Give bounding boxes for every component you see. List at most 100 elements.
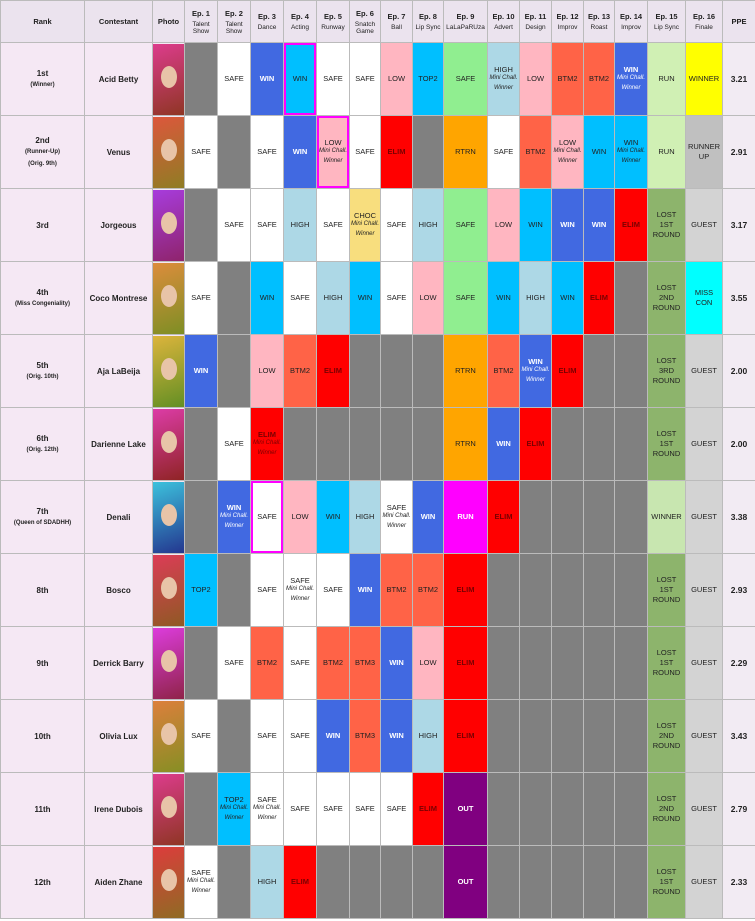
column-header: Photo [152,0,185,43]
episode-result [614,699,648,773]
episode-result: WIN [184,334,218,408]
episode-result: SAFE [349,42,381,116]
result: BTM3 [354,658,375,668]
column-sub: Talent Show [225,20,243,35]
episode-result: LOST 1ST ROUND [647,845,686,919]
result-note: Mini Chall. [186,878,215,885]
episode-result: SAFE [349,772,381,846]
episode-result [412,115,444,189]
ppe: 3.21 [722,42,755,116]
result: LOW [291,512,309,522]
result: WIN [623,137,639,147]
result: WINNER [651,512,682,522]
episode-result [184,42,218,116]
result: WIN [389,731,404,741]
episode-result: SAFE [380,772,413,846]
rank-cell: 7th (Queen of SDADHH) [0,480,85,554]
episode-result: LOW Mini Chall. Winner [316,115,350,189]
result: WIN [560,220,575,230]
rank: 4th [36,287,49,297]
episode-result: SAFE [250,115,284,189]
column-label: Ep. 3 [258,12,276,21]
result: WIN [591,220,607,230]
episode-result: RUN [647,115,686,189]
episode-result [519,553,552,627]
episode-result: LOW [412,626,444,700]
episode-result: SAFE [283,699,317,773]
column-header: Ep. 11 Design [519,0,552,43]
episode-result [316,845,350,919]
episode-result [551,407,584,481]
result: OUT [457,877,474,887]
result: WIN [193,366,209,376]
result-note: Mini Chall. [616,75,645,82]
episode-result: BTM2 [283,334,317,408]
result: ELIM [622,220,640,230]
column-header: Ep. 4 Acting [283,0,317,43]
photo [153,335,184,407]
photo-cell [152,845,185,919]
result-note: Winner [526,376,545,383]
episode-result [614,407,648,481]
episode-result: ELIM [380,115,413,189]
episode-result: GUEST [685,845,723,919]
episode-result: ELIM [443,626,488,700]
result: BTM2 [322,658,343,668]
result: ELIM [258,429,276,439]
episode-result: LOW [283,480,317,554]
episode-result [614,772,648,846]
episode-result [349,407,381,481]
episode-result [412,845,444,919]
column-label: Rank [33,17,52,26]
result-note: Winner [558,157,577,164]
episode-result: TOP2 [412,42,444,116]
episode-result: LOW [412,261,444,335]
photo-face [161,649,177,672]
photo-cell [152,42,185,116]
result: WINNER [688,74,720,84]
result: BTM3 [354,731,375,741]
episode-result: SAFE [316,772,350,846]
rank-cell: 2nd (Runner-Up) (Orig. 9th) [0,115,85,189]
result-note: Mini Chall. [318,148,347,155]
episode-result: SAFE [250,188,284,262]
episode-result: RUN [443,480,488,554]
episode-result: WIN Mini Chall. Winner [217,480,251,554]
episode-result [519,772,552,846]
contestant-name: Irene Dubois [84,772,153,846]
result: CHOC [353,210,377,220]
result: ELIM [494,512,513,522]
result: WIN [357,585,373,595]
result: GUEST [691,731,717,741]
result: SAFE [386,804,407,814]
episode-result: WIN [349,553,381,627]
result: LOW [526,74,545,84]
episode-result: SAFE [380,261,413,335]
result: GUEST [691,877,717,887]
episode-result: CHOC Mini Chall. Winner [349,188,381,262]
contestant-row: 3rd Jorgeous SAFE SAFE HIGH SAFE CHOC Mini Chal… [0,188,755,262]
episode-result: ELIM [283,845,317,919]
episode-result: TOP2 Mini Chall. Winner [217,772,251,846]
result: BTM2 [256,658,277,668]
contestant-row: 12th Aiden Zhane SAFE Mini Chall. Winner HIGH… [0,845,755,919]
result: BTM2 [588,74,609,84]
episode-result: SAFE [217,626,251,700]
result: SAFE [386,293,407,303]
episode-result: GUEST [685,334,723,408]
ppe: 2.91 [722,115,755,189]
column-sub: LaLaPaRUza [446,24,485,31]
result-note: Mini Chall. [285,586,314,593]
result: BTM2 [386,585,407,595]
episode-result [349,334,381,408]
ppe: 2.93 [722,553,755,627]
result: GUEST [691,658,717,668]
result: LOST 1ST ROUND [652,210,681,239]
episode-result: HIGH [412,188,444,262]
episode-result: MISS CON [685,261,723,335]
contestant-name: Derrick Barry [84,626,153,700]
rank: 3rd [36,220,49,230]
column-label: Ep. 8 [419,12,437,21]
column-header: Ep. 3 Dance [250,0,284,43]
